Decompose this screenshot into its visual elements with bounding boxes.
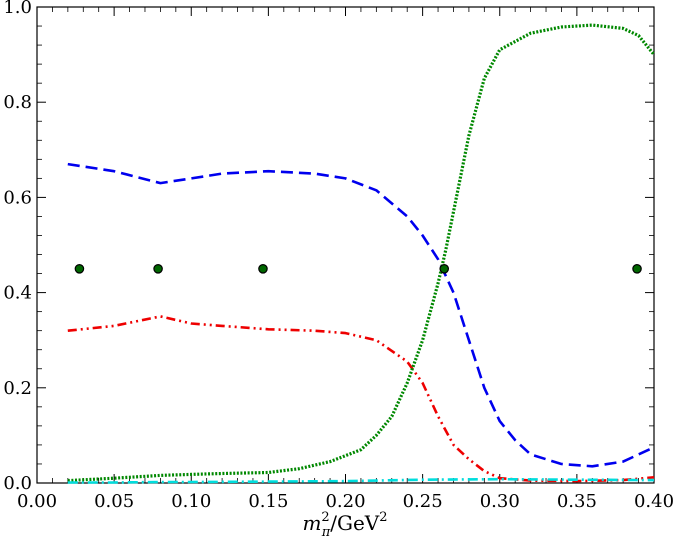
x-tick-label: 0.35: [557, 491, 597, 512]
x-axis-label-m: m: [302, 511, 321, 535]
y-tick-label: 0.0: [3, 473, 32, 494]
series-layer: [67, 23, 656, 484]
y-tick-labels: 0.0 0.2 0.4 0.6 0.8 1.0: [3, 0, 32, 494]
series-line-dashed: [67, 162, 655, 468]
y-tick-label: 0.8: [3, 92, 32, 113]
x-tick-label: 0.30: [480, 491, 520, 512]
plot-frame: [36, 6, 655, 484]
series-line-dotted: [67, 23, 656, 483]
x-axis-label-unit: /GeV: [330, 511, 380, 535]
x-axis-label-unit-sup: 2: [379, 510, 387, 525]
x-tick-label: 0.10: [171, 491, 211, 512]
series-line-dash-dot-dot: [67, 315, 655, 483]
x-tick-label: 0.40: [634, 491, 674, 512]
x-tick-label: 0.25: [403, 491, 443, 512]
x-tick-label: 0.00: [17, 491, 57, 512]
x-axis-label: m2 π/GeV2: [302, 510, 387, 540]
x-axis-label-sub: π: [321, 525, 331, 540]
x-axis-label-sup: 2: [321, 510, 329, 525]
y-tick-label: 1.0: [3, 0, 32, 18]
data-point-marker: [74, 263, 85, 274]
series-line-dash-dot: [67, 477, 655, 484]
data-point-marker: [632, 263, 642, 274]
y-tick-label: 0.6: [3, 187, 32, 208]
data-point-marker: [258, 263, 268, 274]
x-tick-label: 0.20: [325, 491, 365, 512]
x-tick-labels: 0.00 0.05 0.10 0.15 0.20 0.25 0.30 0.35 0.40: [17, 491, 674, 512]
data-point-marker: [153, 263, 163, 274]
y-tick-label: 0.4: [3, 283, 32, 304]
y-tick-label: 0.2: [3, 378, 32, 399]
x-tick-label: 0.05: [94, 491, 134, 512]
ticks: [36, 6, 655, 484]
x-tick-label: 0.15: [248, 491, 288, 512]
data-point-marker: [439, 263, 450, 274]
